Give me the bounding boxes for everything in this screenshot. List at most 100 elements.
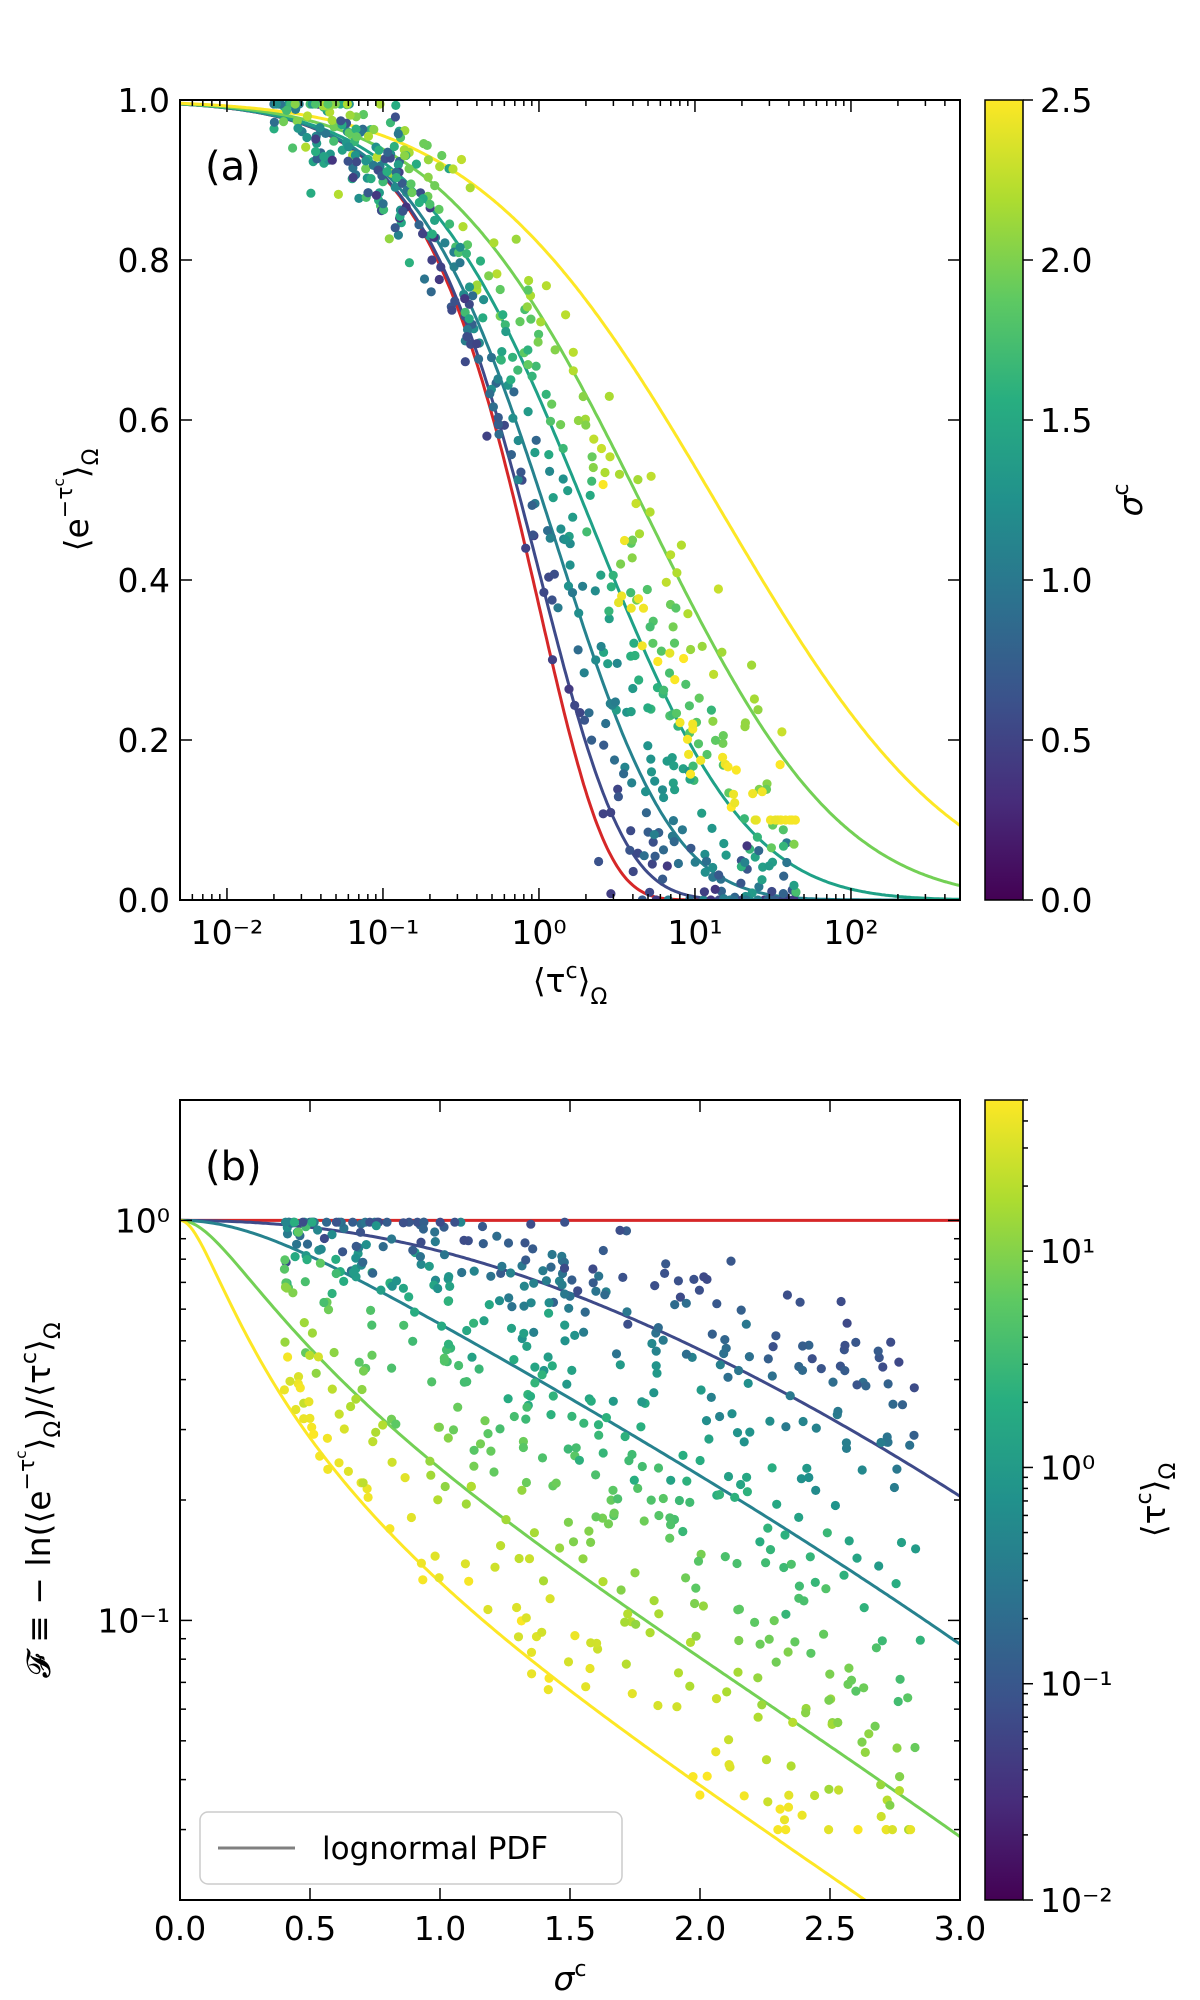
panel-b-point (660, 1268, 670, 1278)
panel-a-point (625, 845, 635, 855)
panel-b-point (736, 1479, 746, 1490)
panel-a-point (605, 452, 615, 462)
panel-b-point (371, 1427, 381, 1437)
panel-a-point (327, 115, 337, 125)
panel-a-point (669, 761, 679, 771)
panel-a-point (613, 784, 623, 794)
panel-b-point (627, 1689, 637, 1699)
panel-b-point (366, 1305, 376, 1315)
panel-a-point (643, 703, 653, 713)
panel-b-point (876, 1780, 886, 1790)
panel-a-point (581, 420, 591, 430)
panel-b-point (469, 1266, 479, 1276)
panel-b-point (538, 1266, 548, 1276)
panel-a-point (718, 752, 728, 763)
panel-b-point (780, 1530, 790, 1540)
panel-b-point (741, 1319, 751, 1329)
panel-b-point (742, 1487, 753, 1497)
panel-a-point (523, 285, 533, 295)
panel-a-point (495, 354, 506, 364)
panel-a-point (434, 274, 444, 285)
panel-b-point (358, 1366, 369, 1376)
panel-b-point (300, 1277, 310, 1287)
panel-a-point (506, 375, 516, 385)
panel-a-point (740, 722, 750, 732)
panel-a-point (627, 535, 638, 545)
panel-a-point (596, 443, 607, 454)
panel-b-point (439, 1356, 449, 1366)
panel-a-point (544, 450, 554, 460)
panel-a-point (670, 785, 680, 795)
panel-a-point (321, 128, 331, 138)
panel-a-point (436, 262, 446, 272)
panel-a-point (391, 100, 401, 110)
panel-a-point (278, 117, 289, 127)
panel-a-point (578, 391, 588, 402)
panel-b-point (520, 1238, 530, 1248)
panel-b-point (387, 1363, 397, 1373)
panel-b-point (385, 1524, 395, 1534)
panel-a-point (382, 167, 392, 177)
panel-a-ytick-label: 0.2 (118, 721, 170, 760)
panel-b-point (544, 1308, 554, 1318)
panel-b-point (910, 1742, 920, 1753)
panel-a-point (482, 431, 492, 441)
panel-a-point (700, 867, 710, 877)
panel-a-point (578, 581, 588, 591)
panel-b-point (689, 1274, 699, 1284)
panel-b-point (475, 1439, 486, 1449)
panel-b-point (546, 1262, 556, 1272)
panel-a-point (541, 281, 552, 291)
panel-a-point (675, 717, 685, 728)
panel-b-point (889, 1482, 900, 1493)
panel-b-xtick-label: 1.0 (414, 1909, 466, 1948)
panel-b-point (688, 1772, 698, 1782)
panel-a-point (484, 271, 494, 281)
panel-a-point (650, 851, 660, 861)
panel-b-point (521, 1414, 531, 1424)
panel-b-point (527, 1669, 537, 1679)
panel-b-point (739, 1437, 749, 1447)
panel-a-point (560, 535, 571, 545)
panel-a-point (619, 769, 629, 779)
panel-a-point (495, 284, 505, 295)
panel-b-point (406, 1512, 416, 1523)
panel-b-point (448, 1425, 459, 1435)
panel-a-point (606, 582, 616, 592)
panel-a-point (545, 533, 555, 543)
panel-b-point (579, 1327, 589, 1337)
panel-a-point (493, 419, 503, 429)
panel-a-point (411, 159, 421, 169)
panel-a-point (699, 887, 710, 897)
panel-a-point (696, 755, 706, 766)
panel-a-point (633, 475, 643, 485)
panel-b-point (519, 1281, 529, 1291)
panel-b-point (798, 1416, 808, 1427)
panel-b-point (666, 1475, 676, 1485)
panel-b-point (840, 1366, 850, 1376)
panel-a-point (694, 693, 704, 703)
panel-b-point (652, 1368, 662, 1378)
panel-a-cbar-tick-label: 1.0 (1040, 561, 1092, 600)
panel-b-point (891, 1579, 901, 1589)
panel-b-point (444, 1272, 454, 1282)
panel-a-point (493, 412, 503, 423)
panel-b-point (744, 1352, 755, 1362)
panel-b-point (885, 1800, 895, 1810)
panel-a-point (568, 347, 578, 357)
panel-b-point (598, 1245, 608, 1256)
panel-a-point (661, 577, 671, 587)
panel-b-point (720, 1552, 730, 1562)
panel-b-point (295, 1383, 305, 1393)
panel-a-point (456, 154, 467, 165)
panel-b-colorbar-ticks: 10⁻² 10⁻¹ 10⁰ 10¹ (1023, 1099, 1113, 1920)
panel-b-point (343, 1466, 353, 1476)
panel-b-point (311, 1368, 321, 1378)
panel-b-xlabel: σc (553, 1957, 586, 1998)
panel-a-point (549, 569, 560, 579)
panel-b-point (416, 1237, 426, 1247)
panel-b-point (544, 1673, 554, 1683)
panel-b-point (675, 1292, 686, 1302)
panel-b-point (629, 1475, 639, 1485)
panel-b-point (806, 1648, 816, 1658)
